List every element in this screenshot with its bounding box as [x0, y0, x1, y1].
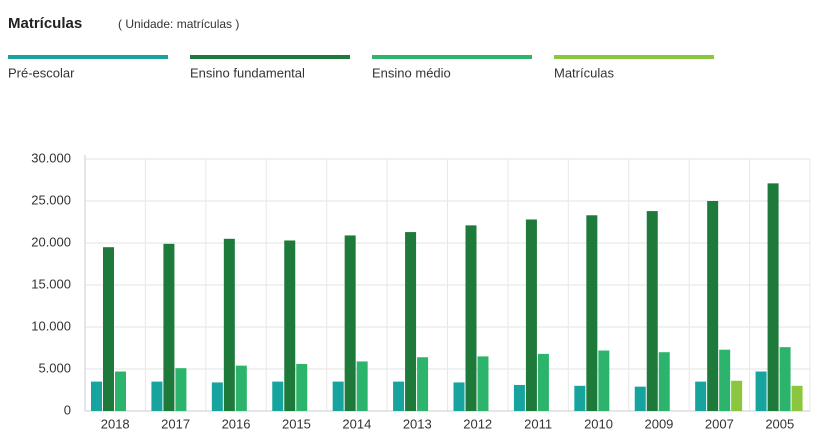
bar: [103, 247, 114, 411]
y-tick-label: 10.000: [31, 318, 71, 333]
y-tick-label: 5.000: [38, 360, 71, 375]
legend-swatch: [554, 55, 714, 59]
bar: [211, 382, 223, 411]
bar: [344, 235, 356, 411]
legend-label: Ensino fundamental: [190, 65, 305, 80]
bar: [513, 384, 525, 411]
bar: [719, 349, 731, 411]
bar: [417, 357, 429, 411]
x-tick-label: 2011: [524, 416, 552, 431]
x-tick-label: 2009: [644, 416, 673, 431]
y-tick-label: 15.000: [31, 276, 71, 291]
bar: [477, 356, 489, 411]
bar: [695, 381, 707, 411]
bar: [598, 350, 610, 411]
bar: [235, 365, 247, 411]
y-tick-label: 25.000: [31, 192, 71, 207]
bar: [284, 240, 296, 411]
bar: [755, 371, 767, 411]
y-tick-label: 30.000: [31, 150, 71, 165]
legend-label: Matrículas: [554, 65, 614, 80]
bar: [356, 361, 368, 411]
bar: [91, 381, 102, 411]
x-tick-label: 2016: [222, 416, 251, 431]
x-tick-label: 2007: [705, 416, 734, 431]
legend-label: Ensino médio: [372, 65, 451, 80]
chart-subtitle: ( Unidade: matrículas ): [118, 17, 239, 31]
bar: [393, 381, 405, 411]
x-tick-label: 2010: [584, 416, 613, 431]
legend-label: Pré-escolar: [8, 65, 75, 80]
bar: [175, 368, 187, 411]
bar: [332, 381, 344, 411]
bar: [537, 353, 549, 411]
bar: [163, 243, 175, 411]
bar: [707, 201, 719, 411]
bar: [767, 183, 779, 411]
bar: [634, 386, 646, 411]
bar: [779, 347, 791, 411]
bar: [658, 352, 670, 411]
x-tick-label: 2012: [463, 416, 492, 431]
bar: [525, 219, 537, 411]
x-tick-label: 2013: [403, 416, 432, 431]
x-tick-label: 2015: [282, 416, 311, 431]
bar: [272, 381, 284, 411]
bar: [223, 238, 235, 411]
x-tick-label: 2014: [342, 416, 371, 431]
bar: [791, 385, 803, 411]
y-tick-label: 0: [64, 402, 71, 417]
bar: [574, 385, 586, 411]
bar: [465, 225, 477, 411]
legend-swatch: [372, 55, 532, 59]
bar: [296, 363, 308, 411]
bar: [115, 371, 126, 411]
bar: [151, 381, 163, 411]
x-tick-label: 2017: [161, 416, 190, 431]
y-tick-label: 20.000: [31, 234, 71, 249]
legend-swatch: [8, 55, 168, 59]
bar: [405, 232, 417, 411]
bar: [646, 211, 658, 411]
chart-title: Matrículas: [8, 15, 82, 32]
bar: [731, 380, 743, 411]
x-tick-label: 2005: [765, 416, 794, 431]
bar: [586, 215, 598, 411]
legend-swatch: [190, 55, 350, 59]
x-tick-label: 2018: [101, 416, 130, 431]
bar: [453, 382, 465, 411]
